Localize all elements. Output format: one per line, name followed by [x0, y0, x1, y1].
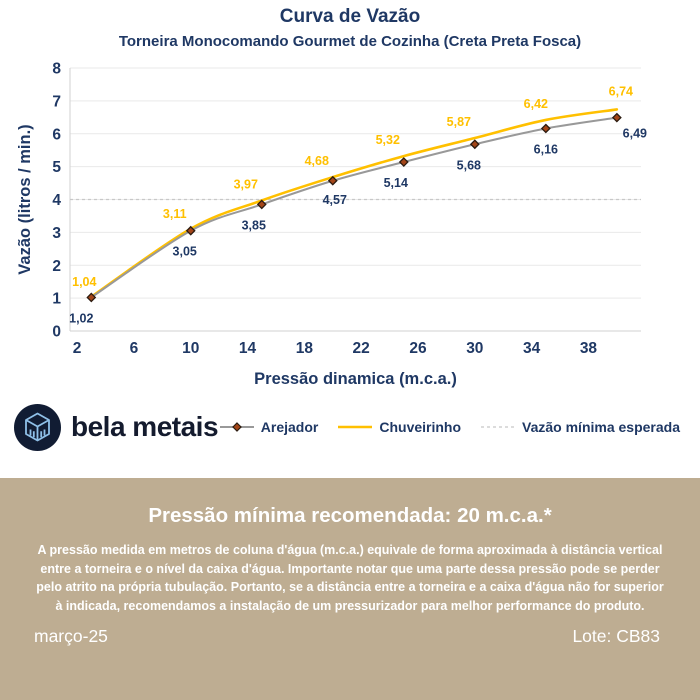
legend-swatch-icon	[338, 425, 373, 429]
arejador-marker-diamond	[398, 157, 409, 167]
x-tick-label: 6	[130, 340, 139, 357]
x-tick-label: 26	[409, 340, 427, 357]
y-tick-label: 1	[52, 291, 61, 308]
arejador-marker-diamond	[327, 175, 338, 186]
lot-label: Lote: CB83	[572, 626, 660, 646]
arejador-data-label: 5,68	[457, 158, 481, 172]
arejador-data-label: 5,14	[384, 176, 408, 190]
chuveirinho-data-label: 3,11	[163, 207, 187, 221]
arejador-marker-diamond	[256, 199, 267, 210]
x-tick-label: 34	[523, 340, 541, 357]
legend-label: Vazão mínima esperada	[522, 419, 680, 435]
arejador-marker-diamond	[469, 139, 480, 150]
arejador-data-label: 6,49	[623, 127, 647, 141]
arejador-marker-diamond	[611, 112, 622, 123]
y-tick-label: 8	[52, 61, 61, 78]
arejador-data-label: 6,16	[534, 142, 558, 156]
chart-title: Curva de Vazão	[279, 6, 421, 27]
legend-label: Chuveirinho	[379, 419, 462, 435]
chuveirinho-data-label: 6,42	[524, 97, 548, 111]
x-tick-label: 14	[239, 340, 257, 357]
y-tick-label: 4	[52, 192, 61, 209]
legend-swatch-icon	[481, 426, 516, 428]
legend-item-vazao-minima: Vazão mínima esperada	[481, 419, 680, 435]
x-axis-title: Pressão dinamica (m.c.a.)	[254, 370, 457, 388]
x-tick-label: 38	[580, 340, 598, 357]
logo-wordmark: bela metais	[71, 411, 219, 442]
info-heading: Pressão mínima recomendada: 20 m.c.a.*	[148, 504, 552, 527]
chart-section: Curva de Vazão Torneira Monocomando Gour…	[14, 6, 686, 456]
arejador-data-label: 4,57	[323, 193, 347, 207]
series-chuveirinho-line	[90, 108, 619, 299]
legend-swatch-icon	[219, 422, 254, 432]
y-tick-label: 5	[52, 159, 61, 176]
x-tick-label: 2	[73, 340, 82, 357]
legend-marker-diamond	[231, 422, 242, 432]
chart-legend: Arejador Chuveirinho Vazão mínima esperada	[219, 419, 686, 435]
arejador-marker-diamond	[185, 225, 196, 236]
info-footer: março-25 Lote: CB83	[0, 626, 700, 647]
logo-cube-icon	[14, 403, 61, 451]
arejador-data-label: 3,05	[173, 245, 197, 259]
legend-label: Arejador	[260, 419, 319, 435]
info-body-text: A pressão medida em metros de coluna d'á…	[36, 543, 664, 613]
arejador-marker-diamond	[86, 292, 97, 303]
arejador-data-label: 1,02	[69, 311, 93, 325]
x-tick-label: 22	[353, 340, 370, 357]
info-panel: Pressão mínima recomendada: 20 m.c.a.* A…	[0, 478, 700, 700]
y-tick-label: 6	[52, 126, 61, 143]
x-tick-label: 18	[296, 340, 314, 357]
chuveirinho-data-label: 5,32	[376, 133, 400, 147]
legend-item-chuveirinho: Chuveirinho	[338, 419, 461, 435]
chuveirinho-data-label: 6,74	[609, 84, 633, 98]
y-tick-label: 3	[52, 225, 61, 242]
y-tick-label: 7	[52, 93, 61, 110]
chuveirinho-data-label: 4,68	[305, 154, 329, 168]
chart-subtitle: Torneira Monocomando Gourmet de Cozinha …	[118, 33, 582, 50]
x-tick-label: 30	[466, 340, 483, 357]
y-axis-title: Vazão (litros / min.)	[16, 124, 34, 274]
arejador-marker-diamond	[540, 123, 551, 134]
x-tick-label: 10	[182, 340, 199, 357]
arejador-data-label: 3,85	[242, 218, 266, 232]
chuveirinho-data-label: 1,04	[72, 275, 96, 289]
y-tick-label: 2	[52, 258, 61, 275]
legend-item-arejador: Arejador	[219, 419, 319, 435]
date-label: março-25	[34, 626, 108, 646]
y-tick-label: 0	[52, 324, 61, 341]
chuveirinho-data-label: 3,97	[234, 177, 258, 191]
chuveirinho-data-label: 5,87	[447, 115, 471, 129]
brand-logo: bela metais	[14, 403, 219, 451]
brand-legend-row: bela metais Arejador Chuveirinho Vazão mín…	[14, 398, 686, 456]
